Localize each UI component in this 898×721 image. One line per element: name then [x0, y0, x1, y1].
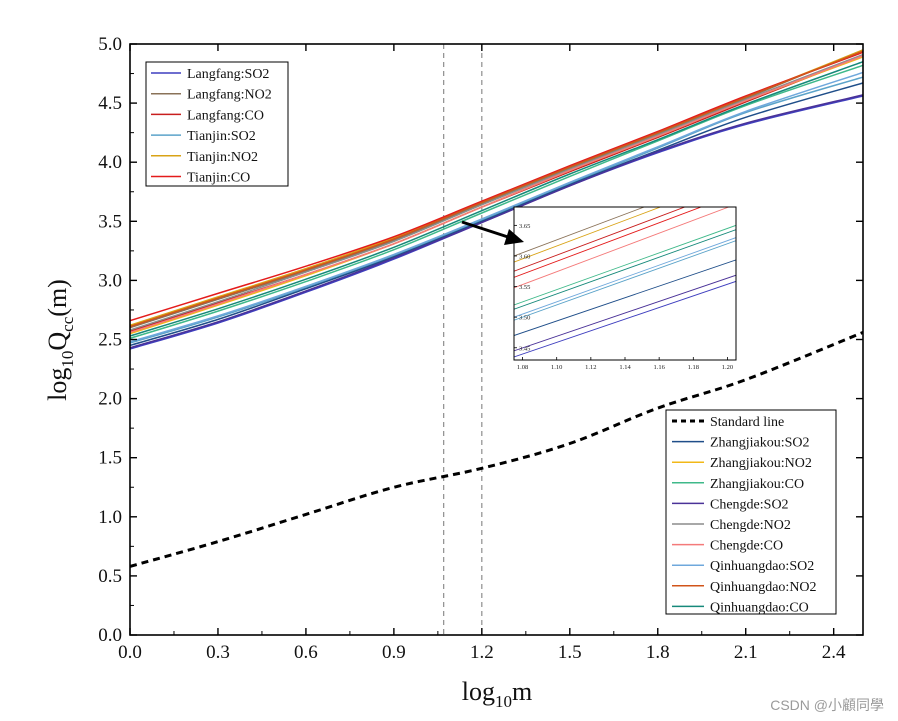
series-line-qinhuangdao-co: [130, 60, 863, 337]
x-axis-title: log10m: [462, 677, 532, 711]
inset-x-tick-label: 1.12: [585, 364, 596, 371]
legend-label: Tianjin:NO2: [187, 150, 258, 165]
y-axis-ticks: 0.0 0.5 1.0 1.5 2.0 2.5 3.0 3.5 4.0 4.5 5.0: [98, 34, 863, 646]
legend-label: Qinhuangdao:NO2: [710, 580, 817, 595]
series-line-langfang-no2: [130, 49, 863, 329]
inset-y-tick-label: 3.65: [519, 223, 530, 230]
inset-line: [514, 229, 736, 310]
inset-y-tick-label: 3.60: [519, 253, 530, 260]
y-tick-label: 0.5: [98, 566, 122, 587]
inset-y-tick-label: 3.50: [519, 315, 530, 322]
legend-label: Qinhuangdao:CO: [710, 600, 809, 615]
inset-y-tick-label: 3.55: [519, 284, 530, 291]
legend-bottom-right-box: [665, 409, 837, 615]
legend-top-left-box: [145, 61, 289, 187]
x-axis-title-main: log: [462, 677, 495, 706]
x-tick-label: 0.0: [118, 642, 142, 663]
y-tick-label: 4.0: [98, 152, 122, 173]
inset-line: [514, 207, 646, 257]
legend-label: Standard line: [710, 415, 784, 430]
legend-label: Chengde:CO: [710, 539, 783, 554]
y-tick-label: 3.0: [98, 270, 122, 291]
series-line-tianjin-co: [130, 51, 863, 322]
series-line-zhangjiakou-so2: [130, 82, 863, 347]
y-axis-title: log10Qcc(m): [43, 279, 77, 401]
y-tick-label: 1.0: [98, 507, 122, 528]
y-tick-label: 0.0: [98, 625, 122, 646]
series-line-chengde-co: [130, 55, 863, 334]
y-axis-title-sub2: cc: [58, 316, 77, 332]
inset-y-tick-label: 3.45: [519, 345, 530, 352]
series-line-tianjin-so2: [130, 76, 863, 344]
x-axis-title-tail: m: [512, 677, 532, 706]
watermark: CSDN @小顧同學: [770, 697, 884, 713]
legend-label: Langfang:SO2: [187, 67, 269, 82]
legend-label: Zhangjiakou:NO2: [710, 456, 812, 471]
inset-line: [514, 237, 736, 318]
y-axis-title-mid: Q: [43, 332, 72, 351]
inset-line: [514, 224, 736, 306]
inset-line: [514, 207, 687, 272]
inset-x-tick-label: 1.16: [653, 364, 665, 371]
inset-line: [514, 207, 730, 289]
zoom-arrow-head: [504, 229, 524, 245]
y-tick-label: 5.0: [98, 34, 122, 55]
inset-line: [514, 259, 736, 336]
inset-line: [514, 274, 736, 352]
inset-line: [514, 240, 736, 321]
x-tick-label: 1.2: [470, 642, 494, 663]
inset-zoom: 1.08 1.10 1.12 1.14 1.16 1.18 1.20 3.45 3.50 3.55…: [513, 206, 737, 371]
legend-label: Qinhuangdao:SO2: [710, 559, 814, 574]
legend-label: Langfang:CO: [187, 108, 264, 123]
inset-line: [514, 207, 703, 278]
series-line-chengde-no2: [130, 53, 863, 331]
series-line-qinhuangdao-so2: [130, 71, 863, 343]
x-tick-label: 0.6: [294, 642, 318, 663]
series-line-chengde-so2: [130, 94, 863, 349]
legend-bottom-right: Standard line Zhangjiakou:SO2 Zhangjiakou:…: [665, 409, 837, 615]
series-layer: [130, 49, 863, 568]
inset-x-tick-label: 1.14: [619, 364, 631, 371]
legend-label: Zhangjiakou:CO: [710, 477, 804, 492]
legend-label: Chengde:NO2: [710, 518, 791, 533]
x-tick-label: 0.3: [206, 642, 230, 663]
series-line-standard-line: [130, 331, 863, 568]
inset-x-tick-label: 1.08: [517, 364, 528, 371]
y-axis-title-sub: 10: [58, 351, 77, 368]
x-tick-label: 1.8: [646, 642, 670, 663]
legend-label: Chengde:SO2: [710, 497, 789, 512]
inset-line: [514, 280, 736, 358]
y-tick-label: 1.5: [98, 448, 122, 469]
inset-background: [514, 207, 736, 360]
inset-line: [514, 207, 662, 263]
y-tick-label: 4.5: [98, 93, 122, 114]
series-line-zhangjiakou-co: [130, 64, 863, 340]
zoom-arrow: [461, 220, 524, 245]
x-axis-ticks: 0.0 0.3 0.6 0.9 1.2 1.5 1.8 2.1 2.4: [118, 44, 846, 663]
inset-x-tick-label: 1.18: [688, 364, 699, 371]
x-tick-label: 2.4: [822, 642, 846, 663]
legend-label: Tianjin:SO2: [187, 129, 256, 144]
reference-lines: [443, 44, 483, 635]
legend-top-left: Langfang:SO2 Langfang:NO2 Langfang:CO Tianj…: [145, 61, 289, 187]
x-tick-label: 1.5: [558, 642, 582, 663]
legend-label: Langfang:NO2: [187, 88, 272, 103]
inset-x-tick-label: 1.20: [722, 364, 733, 371]
legend-label: Tianjin:CO: [187, 171, 250, 186]
x-tick-label: 0.9: [382, 642, 406, 663]
x-axis-title-sub: 10: [495, 692, 512, 711]
legend-label: Zhangjiakou:SO2: [710, 436, 810, 451]
x-tick-label: 2.1: [734, 642, 758, 663]
y-axis-title-tail: (m): [43, 279, 72, 317]
y-axis-title-main: log: [43, 368, 72, 401]
y-tick-label: 3.5: [98, 211, 122, 232]
y-tick-label: 2.5: [98, 330, 122, 351]
series-line-qinhuangdao-no2: [130, 50, 863, 328]
inset-x-tick-label: 1.10: [551, 364, 562, 371]
y-tick-label: 2.0: [98, 389, 122, 410]
